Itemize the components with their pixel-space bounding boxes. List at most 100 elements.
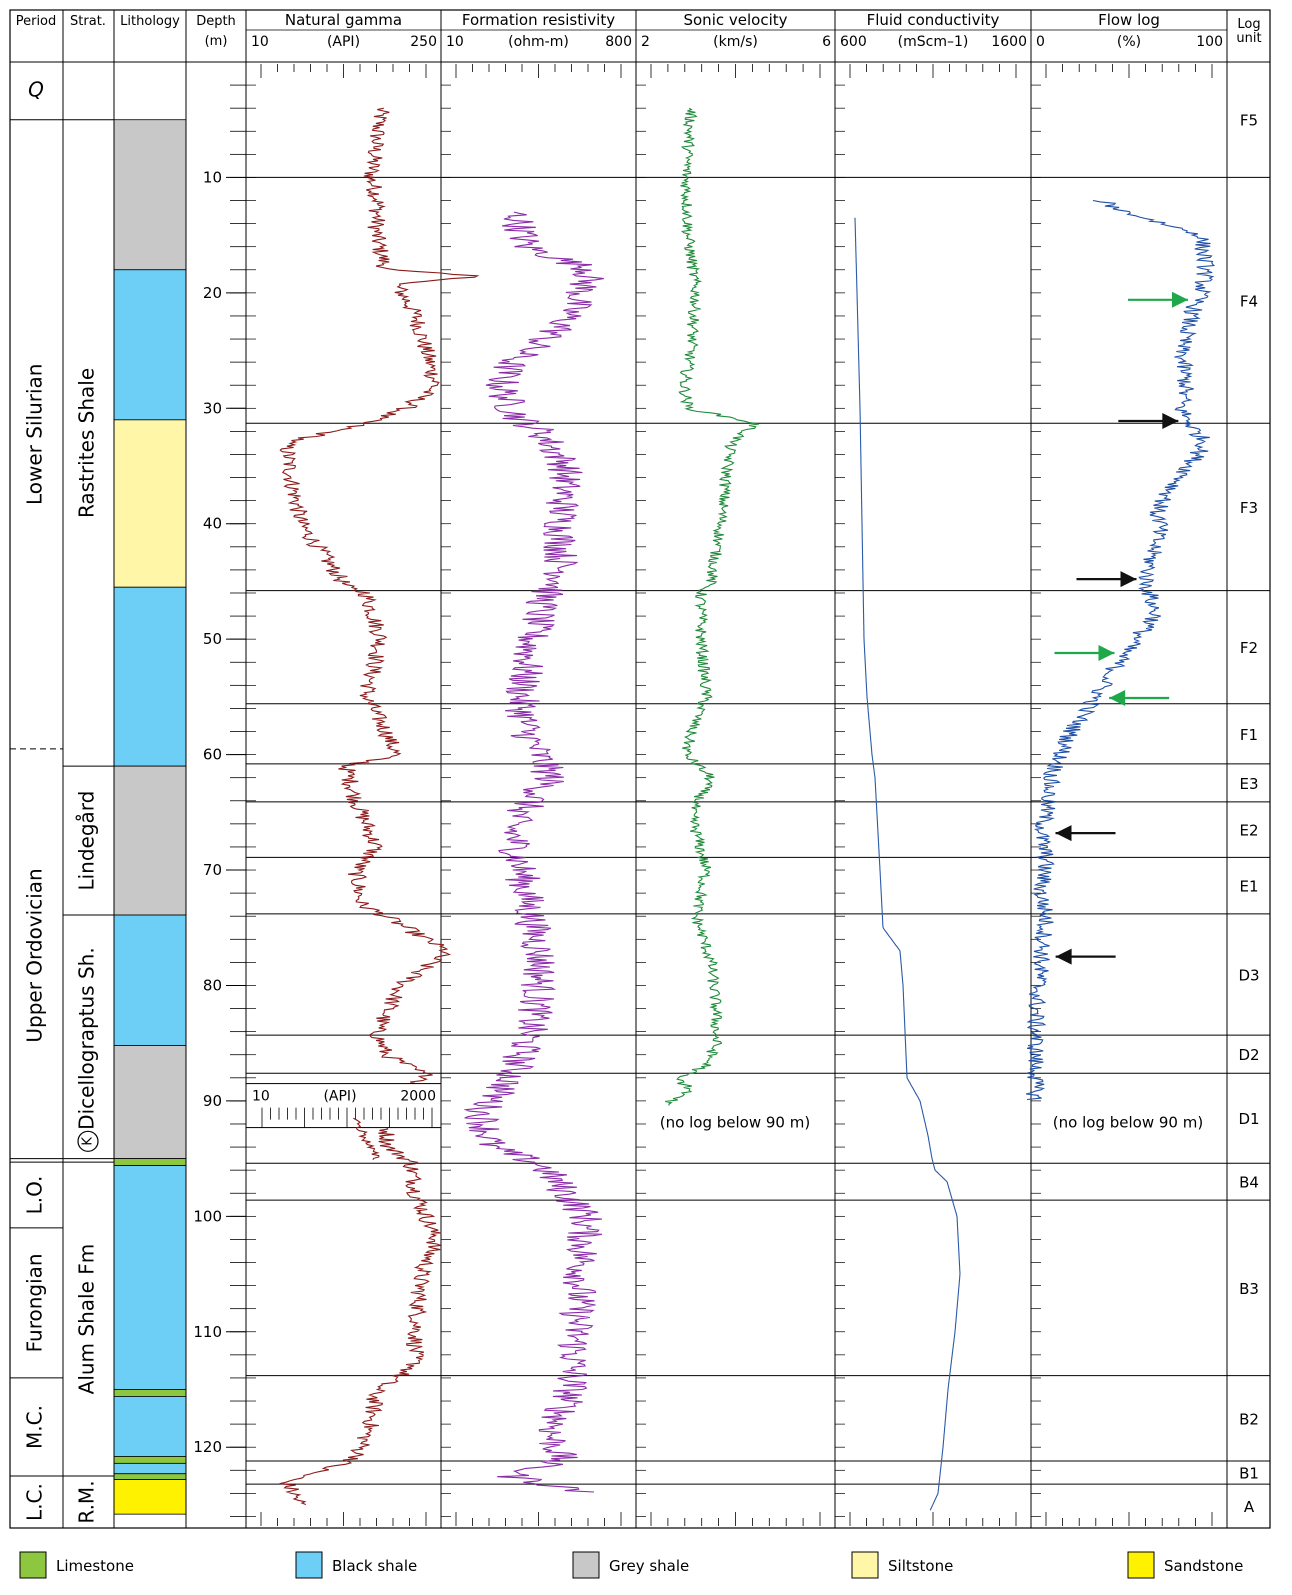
log-unit-label: B3 bbox=[1239, 1280, 1259, 1298]
track-unit: (%) bbox=[1117, 34, 1141, 50]
lithology-bed bbox=[113, 914, 187, 1046]
track-min-label: 600 bbox=[840, 34, 867, 50]
log-unit-label: F2 bbox=[1240, 639, 1258, 657]
depth-tick-label: 30 bbox=[203, 399, 222, 417]
log-unit-label: E1 bbox=[1239, 878, 1258, 896]
depth-tick-label: 70 bbox=[203, 861, 222, 879]
flow-no-log-note: (no log below 90 m) bbox=[1053, 1113, 1203, 1131]
arrow-head bbox=[1055, 948, 1072, 965]
depth-tick-label: 60 bbox=[203, 746, 222, 764]
track-max-label: 100 bbox=[1196, 34, 1223, 50]
lithology-bed bbox=[113, 1473, 187, 1480]
header-log-unit: Log bbox=[1237, 17, 1260, 32]
header-lithology: Lithology bbox=[120, 14, 180, 29]
track-title: Fluid conductivity bbox=[867, 11, 1000, 29]
period-label: M.C. bbox=[23, 1405, 47, 1449]
inset-max-label: 2000 bbox=[400, 1089, 436, 1105]
log-curves bbox=[279, 107, 1216, 1511]
header-period: Period bbox=[16, 14, 57, 29]
header-depth-unit: (m) bbox=[205, 34, 228, 49]
lithology-bed bbox=[113, 1462, 187, 1475]
lithology-bed bbox=[113, 1045, 187, 1160]
header-depth: Depth bbox=[196, 14, 236, 29]
log-unit-label: B1 bbox=[1239, 1465, 1259, 1483]
period-column: Q Lower Silurian Upper Ordovician L.O. Furon… bbox=[10, 77, 114, 1521]
log-unit-label: E2 bbox=[1239, 822, 1258, 840]
legend-label: Grey shale bbox=[609, 1557, 689, 1575]
depth-tick-label: 90 bbox=[203, 1092, 222, 1110]
depth-tick-label: 110 bbox=[193, 1323, 222, 1341]
lithology-bed bbox=[113, 1456, 187, 1464]
frame bbox=[9, 9, 1271, 1529]
period-label: L.O. bbox=[23, 1176, 47, 1215]
track-min-label: 2 bbox=[641, 34, 650, 50]
log-unit-label: D2 bbox=[1238, 1046, 1259, 1064]
lithology-bed bbox=[113, 269, 187, 421]
track-max-label: 800 bbox=[605, 34, 632, 50]
legend-label: Black shale bbox=[332, 1557, 417, 1575]
log-curve-gamma bbox=[279, 107, 480, 1506]
lithology-bed bbox=[113, 765, 187, 916]
track-max-label: 250 bbox=[410, 34, 437, 50]
lithology-bed bbox=[113, 1158, 187, 1166]
log-units: F5 F4 F3 F2 F1 E3 E2 E1 D3 D2 D1 B4 B3 B2 B1 A bbox=[246, 112, 1270, 1516]
arrow-head bbox=[1109, 690, 1126, 707]
strat-column: Rastrites Shale Lindegård Dicellograptus S… bbox=[63, 119, 114, 1524]
depth-tick-label: 20 bbox=[203, 284, 222, 302]
k-marker-label: K bbox=[81, 1137, 96, 1146]
log-unit-label: B4 bbox=[1239, 1174, 1259, 1192]
period-label: Furongian bbox=[23, 1253, 47, 1352]
depth-tick-label: 40 bbox=[203, 515, 222, 533]
outer-frame bbox=[9, 9, 1271, 1529]
legend: Limestone Black shale Grey shale Siltstone S… bbox=[19, 1551, 1243, 1579]
track-min-label: 10 bbox=[446, 34, 464, 50]
log-unit-label: D1 bbox=[1238, 1110, 1259, 1128]
legend-swatch bbox=[19, 1551, 47, 1579]
legend-swatch bbox=[295, 1551, 323, 1579]
arrow-head bbox=[1098, 645, 1115, 662]
depth-tick-label: 80 bbox=[203, 976, 222, 994]
strat-label: Lindegård bbox=[75, 791, 99, 891]
arrow-head bbox=[1055, 825, 1072, 842]
period-label: Upper Ordovician bbox=[23, 868, 47, 1042]
log-unit-label: D3 bbox=[1238, 966, 1259, 984]
strat-label: Dicellograptus Sh. bbox=[75, 947, 99, 1130]
lithology-bed bbox=[113, 119, 187, 271]
lithology-bed bbox=[113, 1479, 187, 1515]
period-label: L.C. bbox=[23, 1483, 47, 1521]
sonic-no-log-note: (no log below 90 m) bbox=[660, 1113, 810, 1131]
header-strat: Strat. bbox=[70, 14, 106, 29]
track-max-label: 6 bbox=[822, 34, 831, 50]
flow-arrows bbox=[1054, 291, 1188, 965]
gamma-inset-scale: 10 (API) 2000 bbox=[245, 1083, 442, 1160]
lithology-bed bbox=[113, 1396, 187, 1457]
legend-label: Sandstone bbox=[1164, 1557, 1243, 1575]
track-title: Natural gamma bbox=[285, 11, 402, 29]
strat-label: Rastrites Shale bbox=[75, 368, 99, 518]
depth-tick-label: 120 bbox=[193, 1438, 222, 1456]
track-unit: (km/s) bbox=[713, 34, 758, 50]
log-curve-resistivity bbox=[463, 211, 604, 1493]
legend-label: Siltstone bbox=[888, 1557, 953, 1575]
track-min-label: 0 bbox=[1036, 34, 1045, 50]
header-log-unit-2: unit bbox=[1236, 31, 1261, 46]
log-curve-conductivity bbox=[854, 217, 961, 1511]
lithology-bed bbox=[113, 586, 187, 767]
track-max-label: 1600 bbox=[991, 34, 1027, 50]
track-title: Sonic velocity bbox=[683, 11, 787, 29]
legend-swatch bbox=[572, 1551, 600, 1579]
depth-tick-label: 100 bbox=[193, 1207, 222, 1225]
log-curve-sonic bbox=[664, 107, 760, 1106]
lithology-column bbox=[113, 119, 187, 1515]
strat-label: Alum Shale Fm bbox=[75, 1244, 99, 1395]
inset-gamma-trace bbox=[353, 1117, 380, 1160]
log-unit-label: F4 bbox=[1240, 292, 1258, 310]
strat-label: R.M. bbox=[75, 1480, 99, 1523]
log-curve-flow bbox=[1025, 199, 1216, 1101]
legend-swatch bbox=[851, 1551, 879, 1579]
log-unit-label: B2 bbox=[1239, 1410, 1259, 1428]
k-marker-circle bbox=[77, 1130, 99, 1152]
track-title: Flow log bbox=[1098, 11, 1160, 29]
